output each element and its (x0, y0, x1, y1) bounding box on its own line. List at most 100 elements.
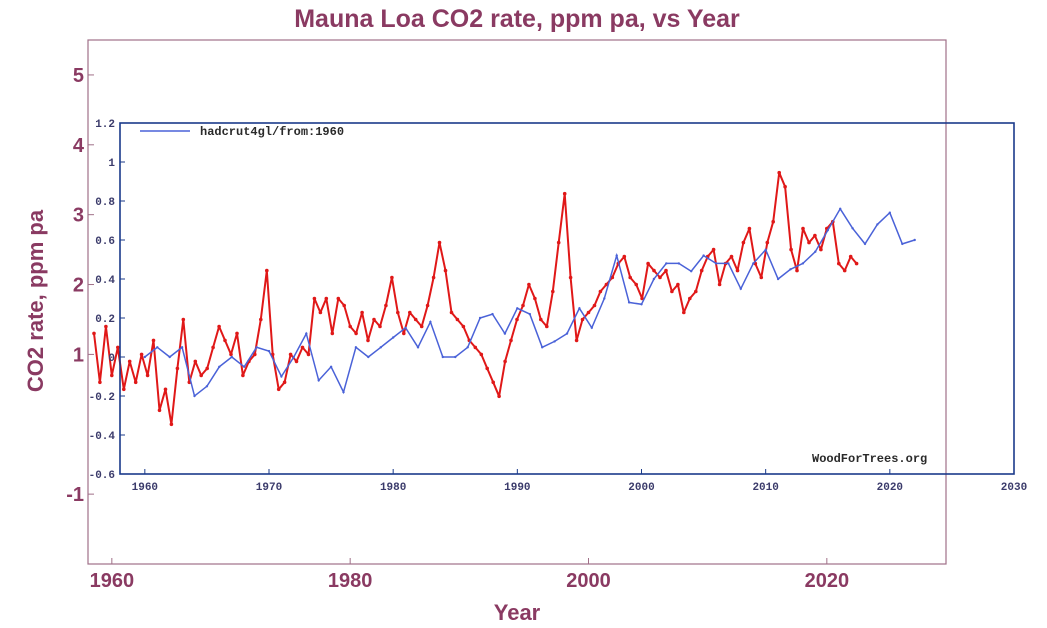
hadcrut-point (541, 346, 544, 349)
hadcrut-point (665, 262, 668, 265)
co2-rate-point (110, 373, 114, 378)
inner-y-tick-label: -0.6 (89, 470, 115, 482)
co2-rate-point (646, 261, 650, 266)
co2-rate-point (449, 310, 454, 315)
hadcrut-point (292, 355, 295, 359)
co2-rate-point (437, 240, 442, 245)
hadcrut-point (255, 346, 258, 349)
co2-rate-point (604, 282, 609, 287)
hadcrut-point (603, 297, 606, 300)
hadcrut-point (913, 238, 916, 242)
co2-rate-point (318, 310, 323, 315)
hadcrut-point (267, 349, 271, 353)
co2-rate-point (574, 338, 579, 343)
co2-rate-point (276, 387, 281, 392)
co2-rate-point (127, 359, 132, 364)
y-axis-label: CO2 rate, ppm pa (23, 209, 48, 392)
hadcrut-point (354, 346, 358, 349)
co2-rate-point (229, 352, 233, 357)
outer-x-tick-label: 2000 (566, 570, 611, 592)
hadcrut-point (317, 379, 320, 382)
hadcrut-point (888, 211, 891, 214)
co2-rate-point (461, 324, 466, 329)
co2-rate-point (801, 226, 805, 231)
outer-x-tick-label: 1980 (328, 570, 373, 592)
co2-rate-point (622, 254, 627, 259)
hadcrut-point (230, 355, 233, 359)
co2-rate-point (443, 268, 448, 273)
outer-y-tick-label: 3 (73, 205, 84, 227)
co2-rate-point (193, 359, 198, 364)
hadcrut-point (590, 326, 593, 329)
co2-rate-point (300, 345, 305, 350)
outer-x-tick-label: 1960 (90, 570, 135, 592)
co2-rate-point (390, 275, 394, 280)
hadcrut-point (752, 262, 755, 265)
hadcrut-point (180, 346, 184, 349)
co2-rate-point (175, 366, 180, 371)
co2-rate-point (771, 219, 775, 224)
co2-rate-point (556, 240, 561, 245)
co2-rate-point (848, 254, 853, 259)
co2-rate-point (515, 317, 519, 322)
co2-rate-point (729, 254, 734, 259)
co2-rate-point (640, 296, 644, 301)
inner-x-tick-label: 2000 (628, 482, 654, 494)
co2-rate-point (551, 289, 555, 294)
co2-rate-point (145, 373, 150, 378)
co2-rate-point (342, 303, 347, 308)
co2-rate-point (354, 331, 358, 336)
outer-y-tick-label: 5 (73, 65, 84, 87)
co2-rate-point (682, 310, 686, 315)
hadcrut-point (429, 320, 432, 324)
co2-rate-point (527, 282, 531, 287)
co2-rate-point (282, 380, 287, 385)
co2-rate-point (694, 289, 698, 294)
hadcrut-point (305, 332, 308, 335)
hadcrut-point (441, 355, 444, 359)
co2-rate-point (235, 331, 239, 336)
hadcrut-point (901, 242, 904, 246)
co2-rate-point (217, 324, 221, 329)
inner-y-tick-label: 1 (108, 158, 115, 170)
co2-rate-point (163, 387, 168, 392)
co2-rate-point (539, 317, 543, 322)
co2-rate-point (122, 387, 126, 392)
co2-rate-point (485, 366, 490, 371)
co2-rate-point (211, 345, 215, 350)
co2-rate-point (294, 359, 299, 364)
hadcrut-point (280, 375, 283, 378)
hadcrut-point (801, 262, 805, 265)
co2-rate-point (711, 247, 716, 252)
co2-rate-point (562, 191, 567, 196)
co2-rate-series (92, 170, 859, 427)
inner-x-tick-label: 1970 (256, 482, 282, 494)
co2-rate-point (783, 184, 787, 189)
co2-rate-point (396, 310, 400, 315)
chart-title: Mauna Loa CO2 rate, ppm pa, vs Year (294, 5, 740, 33)
x-axis-label: Year (494, 600, 541, 625)
co2-rate-point (372, 317, 376, 322)
inner-y-tick-label: 0.8 (95, 197, 115, 209)
hadcrut-point (814, 250, 817, 253)
co2-rate-point (169, 422, 174, 427)
co2-rate-point (408, 310, 412, 315)
hadcrut-point (392, 336, 395, 339)
hadcrut-point (156, 346, 159, 349)
co2-rate-point (842, 268, 847, 273)
co2-rate-point (807, 240, 811, 245)
hadcrut-point (839, 207, 842, 210)
co2-rate-point (652, 268, 656, 273)
co2-rate-point (241, 373, 245, 378)
co2-rate-point (181, 317, 186, 322)
co2-rate-point (676, 282, 680, 287)
hadcrut-point (342, 390, 345, 394)
co2-rate-point (330, 331, 335, 336)
hadcrut-point (243, 365, 246, 368)
outer-y-tick-label: 1 (73, 344, 84, 366)
hadcrut-line (144, 207, 915, 398)
co2-rate-point (688, 296, 692, 301)
co2-rate-point (813, 233, 817, 238)
co2-rate-point (151, 338, 156, 343)
inner-y-tick-label: -0.4 (89, 431, 116, 443)
